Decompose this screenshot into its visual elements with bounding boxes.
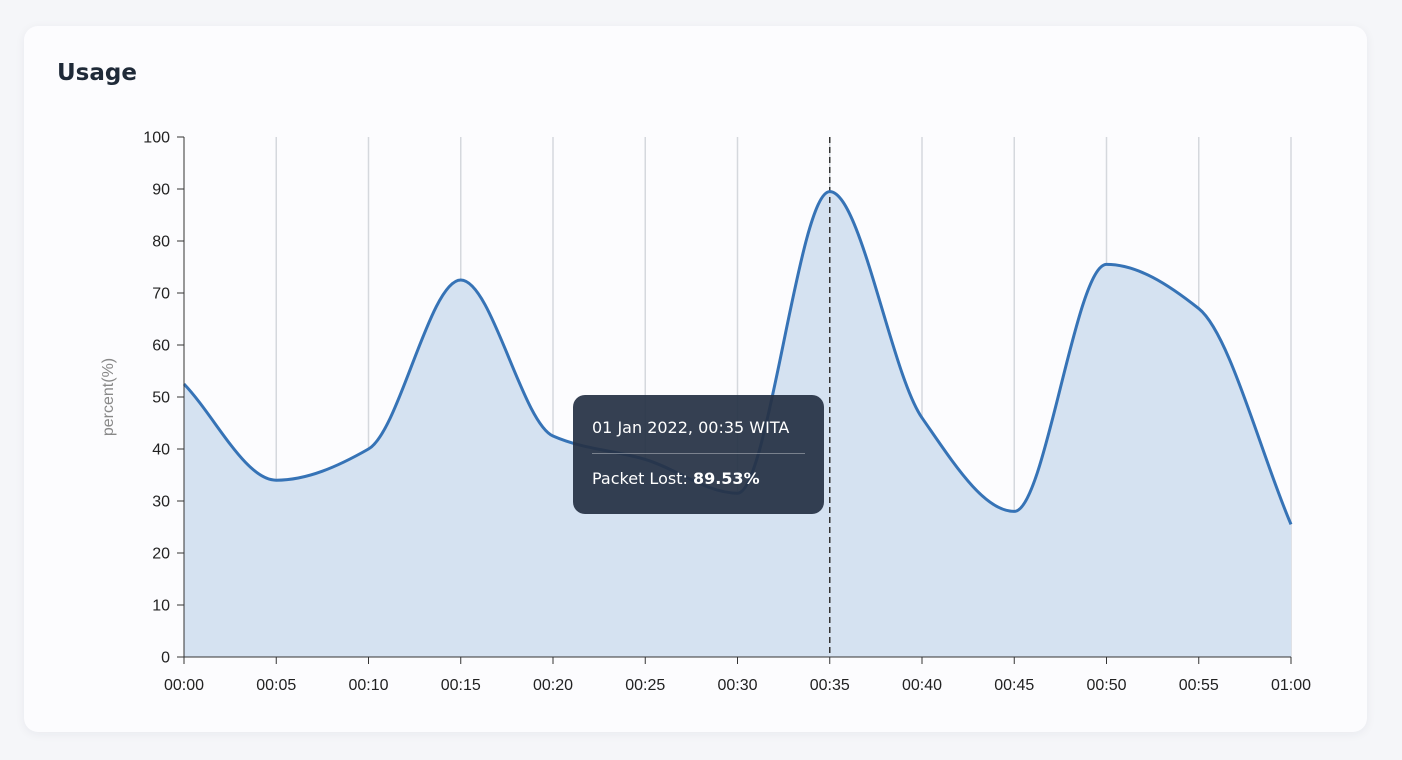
y-tick-label: 10	[152, 598, 170, 615]
tooltip-divider	[592, 453, 805, 454]
x-tick-label: 00:25	[625, 677, 665, 694]
card-title: Usage	[57, 60, 137, 86]
y-tick-label: 70	[152, 286, 170, 303]
x-tick-label: 00:55	[1179, 677, 1219, 694]
y-tick-label: 90	[152, 182, 170, 199]
tooltip-row: Packet Lost: 89.53%	[592, 469, 760, 488]
y-tick-label: 0	[161, 650, 170, 667]
x-tick-label: 00:10	[348, 677, 388, 694]
x-tick-label: 00:00	[164, 677, 204, 694]
x-tick-label: 00:50	[1086, 677, 1126, 694]
tooltip-value: 89.53%	[692, 469, 760, 488]
chart-tooltip: 01 Jan 2022, 00:35 WITA Packet Lost: 89.…	[573, 395, 824, 514]
series-line[interactable]	[182, 190, 1293, 525]
y-tick-label: 100	[143, 130, 170, 147]
x-tick-label: 01:00	[1271, 677, 1311, 694]
tooltip-date: 01 Jan 2022, 00:35 WITA	[592, 418, 790, 437]
y-tick-label: 20	[152, 546, 170, 563]
x-tick-label: 00:05	[256, 677, 296, 694]
axes: 0 10 20 30 40 50 60 70 80 90 100 00:00 00:05 00:10 00:…	[143, 130, 1311, 695]
y-axis-label: percent(%)	[100, 358, 117, 436]
x-tick-label: 00:45	[994, 677, 1034, 694]
y-tick-label: 50	[152, 390, 170, 407]
x-tick-label: 00:20	[533, 677, 573, 694]
y-tick-label: 80	[152, 234, 170, 251]
y-tick-label: 60	[152, 338, 170, 355]
x-tick-label: 00:30	[717, 677, 757, 694]
y-tick-label: 40	[152, 442, 170, 459]
x-tick-label: 00:40	[902, 677, 942, 694]
area-fill	[184, 191, 1291, 657]
y-tick-label: 30	[152, 494, 170, 511]
tooltip-label: Packet Lost:	[592, 469, 688, 488]
x-tick-label: 00:15	[441, 677, 481, 694]
x-tick-label: 00:35	[810, 677, 850, 694]
